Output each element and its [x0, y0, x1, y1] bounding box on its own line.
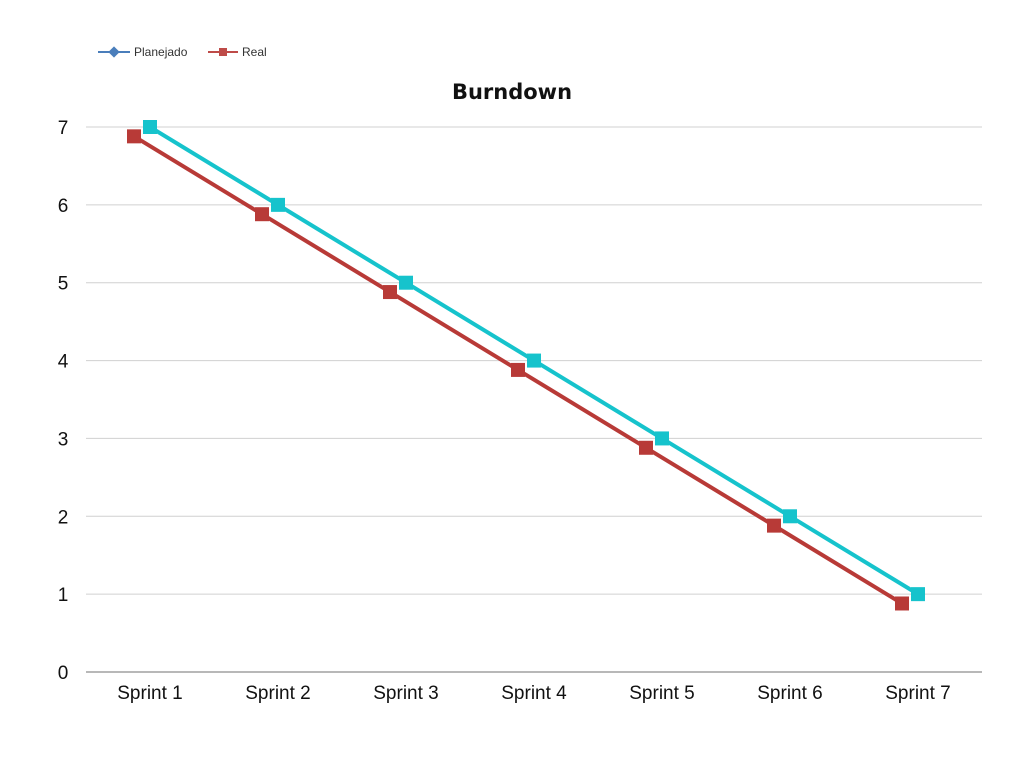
y-tick-label: 4 — [58, 352, 69, 373]
series — [127, 120, 925, 611]
data-point — [783, 509, 797, 524]
y-tick-label: 6 — [58, 196, 69, 217]
data-point — [271, 197, 285, 212]
series-actual — [127, 129, 909, 611]
data-point — [511, 362, 525, 377]
chart-title: Burndown — [452, 80, 572, 104]
legend-item-planejado: Planejado — [98, 45, 188, 59]
y-tick-label: 7 — [58, 118, 69, 139]
legend: Planejado Real — [98, 45, 267, 59]
x-tick-label: Sprint 5 — [629, 683, 694, 704]
y-tick-label: 1 — [58, 585, 69, 606]
data-point — [767, 518, 781, 533]
data-point — [639, 440, 653, 455]
y-axis-ticks: 0 1 2 3 4 5 6 7 — [58, 118, 69, 684]
legend-marker-planejado — [108, 46, 120, 58]
data-point — [895, 596, 909, 611]
y-tick-label: 2 — [58, 507, 69, 528]
y-tick-label: 0 — [58, 663, 69, 684]
data-point — [143, 120, 157, 134]
x-tick-label: Sprint 6 — [757, 683, 822, 704]
legend-item-real: Real — [208, 45, 267, 59]
y-tick-label: 5 — [58, 274, 69, 295]
data-point — [527, 353, 541, 368]
data-point — [255, 207, 269, 222]
series-planned — [143, 120, 925, 602]
x-axis-ticks: Sprint 1 Sprint 2 Sprint 3 Sprint 4 Sprint 5… — [117, 683, 950, 704]
x-tick-label: Sprint 2 — [245, 683, 310, 704]
data-point — [655, 431, 669, 446]
legend-marker-real — [219, 48, 227, 56]
x-tick-label: Sprint 3 — [373, 683, 438, 704]
legend-label-real: Real — [242, 45, 267, 59]
data-point — [127, 129, 141, 144]
legend-label-planejado: Planejado — [134, 45, 188, 59]
x-tick-label: Sprint 7 — [885, 683, 950, 704]
data-point — [911, 587, 925, 602]
x-tick-label: Sprint 1 — [117, 683, 182, 704]
data-point — [383, 285, 397, 300]
data-point — [399, 275, 413, 290]
y-tick-label: 3 — [58, 429, 69, 450]
x-tick-label: Sprint 4 — [501, 683, 567, 704]
